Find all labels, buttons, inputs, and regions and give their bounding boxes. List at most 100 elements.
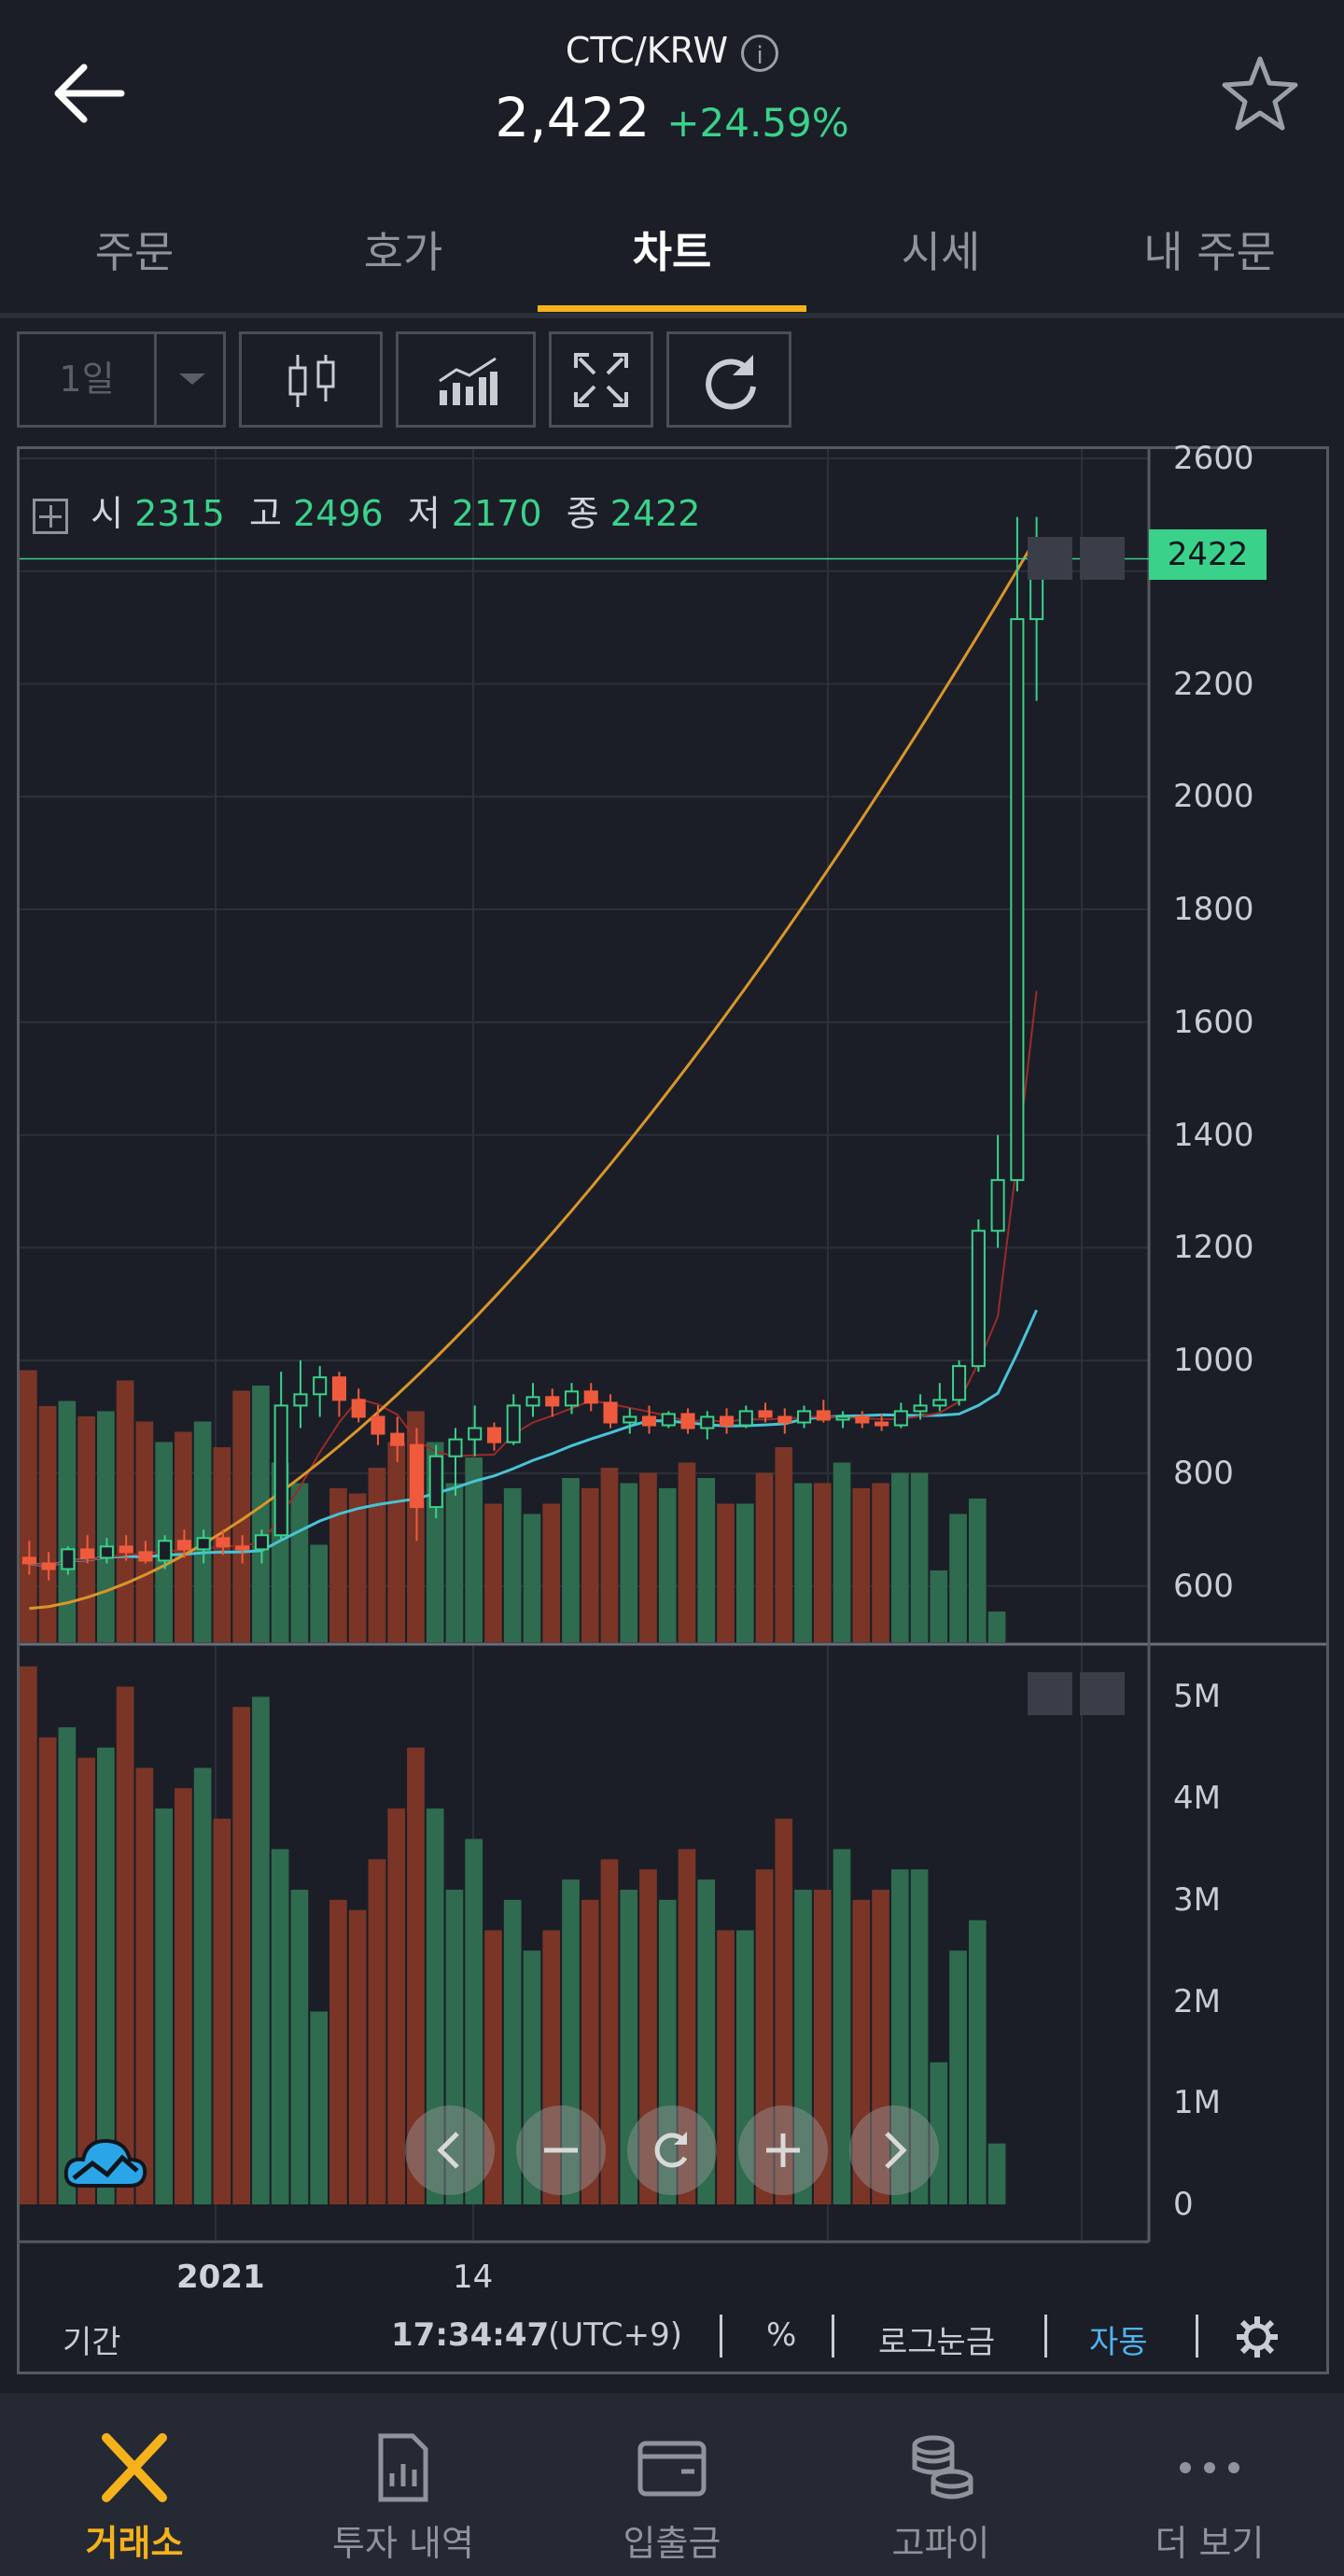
volume-bar: [910, 1869, 929, 2204]
high-label: 고: [248, 493, 282, 534]
nav-label: 입출금: [623, 2523, 721, 2564]
volume-bar: [310, 2011, 328, 2204]
volume-bar: [77, 1757, 95, 2204]
nav-label: 고파이: [891, 2523, 990, 2564]
price-pane-volume-bar: [735, 1503, 754, 1642]
zoom-out-button[interactable]: [516, 2105, 606, 2195]
reset-zoom-button[interactable]: [627, 2105, 717, 2195]
candle-body: [21, 1556, 36, 1565]
volume-bar: [465, 1838, 483, 2204]
candle-body: [428, 1455, 443, 1509]
candle-body: [331, 1376, 346, 1401]
volume-bar: [833, 1849, 851, 2204]
volume-bar: [813, 1889, 832, 2204]
price-pane-volume-bar: [658, 1488, 677, 1642]
divider: [832, 2315, 834, 2358]
candle-body: [952, 1365, 967, 1401]
candle-body: [138, 1551, 153, 1562]
timezone-label[interactable]: (UTC+9): [548, 2316, 683, 2354]
scroll-right-button[interactable]: [849, 2105, 939, 2195]
candle-body: [61, 1548, 76, 1570]
candle-body: [545, 1396, 560, 1407]
fullscreen-button[interactable]: [549, 331, 653, 428]
period-select[interactable]: 1일: [17, 331, 226, 428]
volume-bar: [639, 1869, 657, 2204]
price-axis-label: 2000: [1173, 778, 1254, 816]
candle-body: [158, 1540, 173, 1562]
volume-bar: [542, 1930, 561, 2204]
price-pane-volume-bar: [678, 1462, 696, 1642]
pane-resize-icon[interactable]: [1080, 537, 1125, 580]
price-pane-volume-bar: [620, 1483, 638, 1642]
price-pane-volume-bar: [348, 1493, 367, 1642]
price-pane-volume-bar: [97, 1411, 115, 1642]
candle-body: [720, 1415, 735, 1427]
refresh-button[interactable]: [666, 331, 791, 428]
candlestick-button[interactable]: [239, 331, 383, 428]
zoom-in-button[interactable]: [738, 2105, 828, 2195]
nav-investment-history[interactable]: 투자 내역: [269, 2393, 538, 2576]
price-axis-label: 1400: [1173, 1116, 1254, 1154]
chart-container[interactable]: 시 2315 고 2496 저 2170 종 2422 2422 2600 220…: [17, 440, 1329, 2374]
volume-bar: [852, 1899, 871, 2204]
back-arrow-icon[interactable]: [47, 56, 140, 131]
nav-deposit-withdraw[interactable]: 입출금: [538, 2393, 806, 2576]
divider: [154, 334, 157, 425]
volume-bar: [484, 1930, 502, 2204]
price-axis-label: 600: [1173, 1567, 1234, 1605]
volume-bar: [987, 2143, 1006, 2204]
volume-axis-label: 0: [1173, 2186, 1194, 2223]
price-pane-volume-bar: [794, 1483, 812, 1642]
info-icon[interactable]: i: [741, 34, 779, 72]
tab-order[interactable]: 주문: [94, 227, 175, 277]
volume-bar: [116, 1686, 134, 2204]
volume-bar: [348, 1909, 367, 2204]
volume-bar: [658, 1899, 677, 2204]
auto-scale-toggle[interactable]: 자동: [1089, 2324, 1148, 2361]
settings-gear-icon[interactable]: [1235, 2315, 1280, 2359]
nav-gopax-earn[interactable]: 고파이: [806, 2393, 1075, 2576]
volume-bar: [193, 1767, 212, 2204]
crosshair-toggle-icon[interactable]: [33, 498, 68, 534]
price-pane-volume-bar: [38, 1406, 57, 1642]
candle-body: [700, 1415, 715, 1429]
volume-bar: [562, 1879, 580, 2204]
divider: [1196, 2315, 1198, 2358]
price-pane-volume-bar: [813, 1483, 832, 1642]
price-axis-label: 2600: [1173, 440, 1254, 477]
current-price-tag: 2422: [1149, 529, 1267, 580]
volume-axis-label: 5M: [1173, 1678, 1221, 1716]
volume-axis-label: 1M: [1173, 2084, 1221, 2122]
candle-body: [797, 1410, 812, 1424]
volume-pane-resize-icon[interactable]: [1080, 1672, 1125, 1715]
chart-canvas[interactable]: [20, 449, 1326, 2372]
favorite-star-icon[interactable]: [1218, 51, 1302, 135]
tab-orderbook[interactable]: 호가: [363, 227, 443, 277]
price-axis-label: 1600: [1173, 1003, 1254, 1041]
pane-move-up-icon[interactable]: [1028, 537, 1072, 580]
tab-chart[interactable]: 차트: [538, 215, 806, 312]
tab-market[interactable]: 시세: [901, 227, 981, 277]
scroll-left-button[interactable]: [405, 2105, 495, 2195]
indicator-button[interactable]: [396, 331, 536, 428]
volume-pane-move-icon[interactable]: [1028, 1672, 1072, 1715]
candle-body: [758, 1410, 773, 1418]
price-pane-volume-bar: [562, 1478, 580, 1642]
volume-bar: [930, 2062, 948, 2204]
divider: [720, 2315, 722, 2358]
nav-exchange[interactable]: 거래소: [0, 2393, 269, 2576]
nav-more[interactable]: 더 보기: [1075, 2393, 1344, 2576]
percent-toggle[interactable]: %: [766, 2316, 797, 2354]
price-pane-volume-bar: [581, 1488, 599, 1642]
price-pane-volume-bar: [58, 1401, 77, 1642]
period-control[interactable]: 기간: [63, 2324, 121, 2361]
price-pane-volume-bar: [910, 1472, 929, 1642]
candle-body: [80, 1548, 95, 1559]
tab-my-orders[interactable]: 내 주문: [1143, 227, 1276, 277]
more-icon: [1180, 2462, 1239, 2473]
log-scale-toggle[interactable]: 로그눈금: [878, 2324, 996, 2361]
price-pane-volume-bar: [852, 1488, 871, 1642]
report-icon: [378, 2433, 428, 2502]
price-pane-volume-bar: [445, 1483, 464, 1642]
volume-bar: [735, 1930, 754, 2204]
